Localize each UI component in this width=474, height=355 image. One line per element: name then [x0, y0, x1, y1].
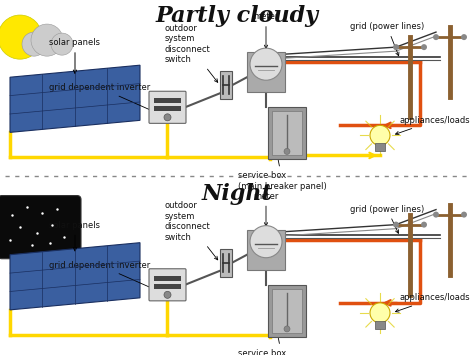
Bar: [247, 230, 285, 270]
Bar: [154, 276, 181, 281]
Circle shape: [284, 148, 290, 154]
Circle shape: [433, 34, 439, 40]
Text: grid dependent inverter: grid dependent inverter: [49, 83, 164, 116]
Text: Night: Night: [201, 182, 273, 204]
Text: service box
(main breaker panel): service box (main breaker panel): [238, 137, 327, 191]
Circle shape: [421, 44, 427, 50]
Text: Partly cloudy: Partly cloudy: [155, 5, 319, 27]
Circle shape: [370, 303, 390, 323]
Bar: [268, 285, 306, 337]
Bar: [154, 106, 181, 111]
Bar: [247, 52, 285, 92]
Text: outdoor
system
disconnect
switch: outdoor system disconnect switch: [165, 202, 218, 260]
Circle shape: [31, 24, 63, 56]
Circle shape: [0, 15, 42, 59]
Text: grid (power lines): grid (power lines): [350, 22, 424, 56]
Text: appliances/loads: appliances/loads: [395, 116, 471, 135]
Circle shape: [393, 222, 399, 228]
Text: solar panels: solar panels: [49, 221, 100, 251]
Circle shape: [461, 212, 467, 218]
Circle shape: [51, 33, 73, 55]
Circle shape: [370, 125, 390, 146]
Circle shape: [433, 212, 439, 218]
Circle shape: [22, 32, 46, 56]
FancyBboxPatch shape: [149, 269, 186, 301]
Text: meter: meter: [253, 12, 279, 48]
Circle shape: [250, 48, 282, 80]
Bar: [375, 321, 385, 329]
Text: outdoor
system
disconnect
switch: outdoor system disconnect switch: [165, 24, 218, 82]
Circle shape: [164, 291, 171, 298]
Circle shape: [250, 226, 282, 258]
Bar: [375, 143, 385, 152]
FancyBboxPatch shape: [149, 91, 186, 123]
Polygon shape: [10, 243, 140, 310]
Bar: [154, 98, 181, 103]
Text: service box
(main breaker panel): service box (main breaker panel): [238, 315, 327, 355]
Circle shape: [461, 34, 467, 40]
Text: grid dependent inverter: grid dependent inverter: [49, 261, 164, 294]
Bar: [220, 71, 232, 99]
Circle shape: [164, 114, 171, 121]
Text: appliances/loads: appliances/loads: [395, 293, 471, 312]
Bar: [220, 249, 232, 277]
Text: meter: meter: [253, 192, 279, 226]
FancyBboxPatch shape: [0, 196, 81, 259]
Circle shape: [393, 44, 399, 50]
Bar: [268, 107, 306, 159]
Bar: [272, 111, 302, 155]
Circle shape: [421, 222, 427, 228]
Text: solar panels: solar panels: [49, 38, 100, 73]
Circle shape: [284, 326, 290, 332]
Bar: [272, 289, 302, 333]
Bar: [154, 284, 181, 289]
Polygon shape: [10, 65, 140, 132]
Text: grid (power lines): grid (power lines): [350, 204, 424, 233]
